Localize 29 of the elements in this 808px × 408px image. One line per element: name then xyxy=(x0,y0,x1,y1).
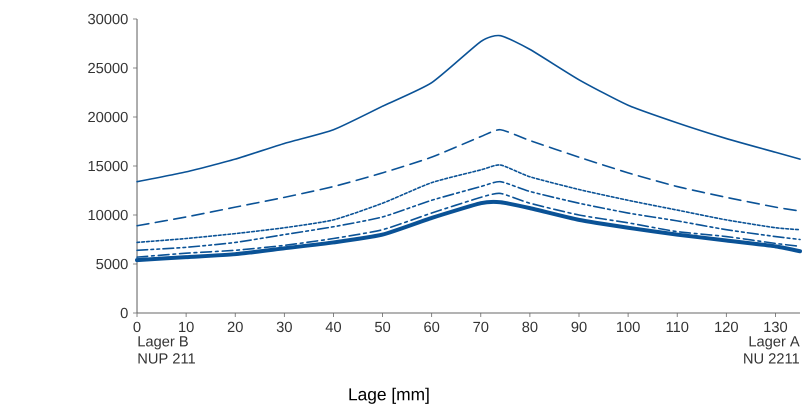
x-tick-label: 130 xyxy=(764,322,788,332)
y-tick-label: 25000 xyxy=(88,62,128,74)
y-tick-label: 20000 xyxy=(88,112,128,122)
x-axis-title: Lage [mm] xyxy=(349,388,429,404)
text: NUP 211 xyxy=(138,353,195,364)
line-series xyxy=(136,34,801,182)
x-tick-label: 110 xyxy=(666,322,688,332)
text: Lager B xyxy=(138,336,188,350)
x-tick-label: 80 xyxy=(522,322,538,332)
text: NU 2211 xyxy=(744,353,800,364)
x-tick-label: 20 xyxy=(228,322,243,332)
y-tick-label: 15000 xyxy=(88,160,128,172)
x-tick-label: 120 xyxy=(715,322,738,332)
line-series xyxy=(136,164,801,244)
x-tick-label: 90 xyxy=(572,322,587,332)
x-tick-label: 30 xyxy=(276,322,292,332)
text: Lager A xyxy=(750,336,800,350)
line-series xyxy=(136,180,801,251)
y-tick-label: 10000 xyxy=(88,210,128,220)
x-tick-label: 40 xyxy=(326,322,342,332)
x-tick-label: 70 xyxy=(473,322,488,332)
x-tick-label: 0 xyxy=(133,322,140,332)
x-tick-label: 50 xyxy=(374,322,390,332)
y-tick-label: 5000 xyxy=(96,258,128,270)
x-tick-label: 10 xyxy=(179,322,194,332)
x-tick-label: 100 xyxy=(616,322,640,332)
y-tick-label: 30000 xyxy=(88,14,128,24)
x-tick-label: 60 xyxy=(424,322,440,332)
y-tick-label: 0 xyxy=(120,308,128,318)
